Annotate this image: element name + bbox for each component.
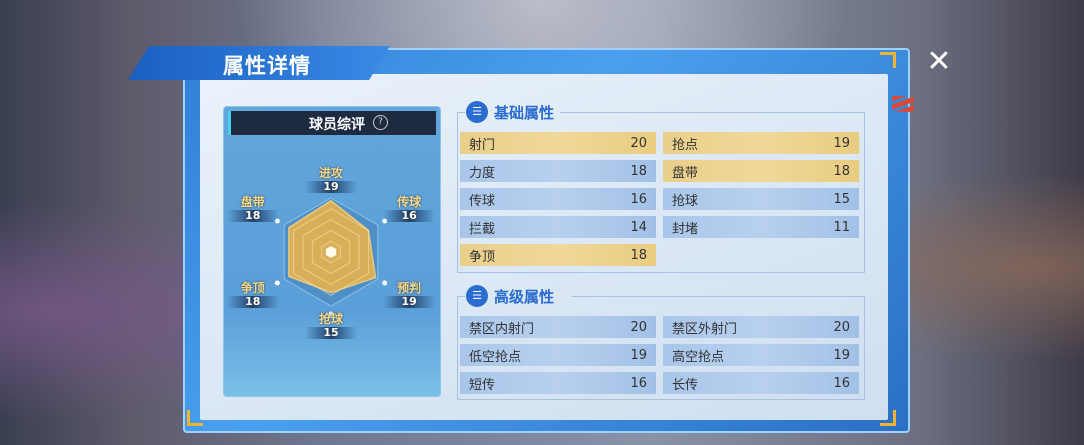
radar-axis-dot	[274, 280, 280, 286]
attribute-value: 18	[630, 163, 647, 179]
basic-section	[457, 112, 865, 273]
axis-value: 16	[383, 210, 436, 222]
attribute-label: 封堵	[672, 221, 699, 237]
radar-axis-label: 争顶 18	[226, 279, 279, 308]
radar-axis-label: 抢球 15	[305, 310, 357, 339]
radar-grid-ring	[293, 208, 369, 296]
axis-name: 预判	[397, 281, 422, 295]
attribute-row: 争顶 18	[460, 244, 656, 266]
advanced-section	[457, 296, 865, 400]
attribute-value: 20	[630, 135, 647, 151]
decor-stripes	[892, 96, 914, 112]
axis-name: 盘带	[240, 195, 265, 209]
clipboard-icon: ☰	[466, 285, 488, 307]
radar-axis-dot	[382, 280, 388, 286]
attribute-value: 16	[630, 191, 647, 207]
basic-title: 基础属性	[494, 103, 555, 122]
attribute-value: 15	[833, 191, 850, 207]
attribute-label: 力度	[469, 165, 496, 181]
rating-header: 球员综评 ?	[228, 111, 436, 135]
radar-axis-dot	[328, 311, 334, 317]
attribute-value: 19	[833, 135, 850, 151]
axis-name: 传球	[397, 195, 422, 209]
close-icon: ✕	[926, 44, 952, 79]
attribute-value: 20	[630, 319, 647, 335]
attribute-value: 18	[630, 247, 647, 263]
radar-center	[325, 246, 337, 258]
attribute-value: 16	[630, 375, 647, 391]
attribute-row: 高空抢点 19	[663, 344, 859, 366]
attribute-label: 争顶	[469, 249, 496, 265]
attribute-label: 拦截	[469, 221, 496, 237]
advanced-title: 高级属性	[494, 287, 555, 306]
close-button[interactable]: ✕	[924, 47, 954, 77]
attribute-label: 高空抢点	[672, 349, 725, 365]
radar-grid-ring	[321, 240, 341, 264]
attribute-row: 禁区内射门 20	[460, 316, 656, 338]
attribute-label: 抢球	[672, 193, 699, 209]
attribute-value: 16	[833, 375, 850, 391]
attribute-value: 11	[833, 219, 850, 235]
radar-axis-label: 传球 16	[383, 193, 436, 222]
axis-name: 进攻	[318, 166, 343, 180]
attribute-value: 19	[630, 347, 647, 363]
attribute-row: 盘带 18	[663, 160, 859, 182]
basic-section-header: ☰ 基础属性	[466, 101, 554, 123]
attribute-label: 低空抢点	[469, 349, 522, 365]
attribute-label: 长传	[672, 377, 699, 393]
attribute-row: 力度 18	[460, 160, 656, 182]
title-tab: 属性详情	[128, 46, 390, 80]
attribute-value: 19	[833, 347, 850, 363]
advanced-section-header: ☰ 高级属性	[466, 285, 554, 307]
attribute-value: 14	[630, 219, 647, 235]
attribute-label: 传球	[469, 193, 496, 209]
attribute-label: 盘带	[672, 165, 699, 181]
attribute-row: 封堵 11	[663, 216, 859, 238]
axis-value: 19	[383, 296, 436, 308]
radar-axis-label: 预判 19	[383, 279, 436, 308]
radar-axis-label: 盘带 18	[226, 193, 279, 222]
help-icon[interactable]: ?	[373, 115, 388, 130]
axis-value: 18	[226, 210, 279, 222]
attribute-row: 禁区外射门 20	[663, 316, 859, 338]
attribute-row: 短传 16	[460, 372, 656, 394]
dialog-title: 属性详情	[223, 54, 311, 78]
attribute-row: 抢球 15	[663, 188, 859, 210]
attribute-label: 禁区内射门	[469, 321, 535, 337]
clipboard-icon: ☰	[466, 101, 488, 123]
rating-title: 球员综评	[309, 117, 365, 133]
attribute-value: 18	[833, 163, 850, 179]
axis-value: 15	[305, 327, 357, 339]
axis-value: 19	[305, 181, 357, 193]
axis-name: 争顶	[240, 281, 265, 295]
attribute-value: 20	[833, 319, 850, 335]
attribute-row: 传球 16	[460, 188, 656, 210]
attribute-row: 拦截 14	[460, 216, 656, 238]
attribute-label: 射门	[469, 137, 496, 153]
attribute-label: 抢点	[672, 137, 699, 153]
radar-grid-ring	[302, 219, 360, 285]
attribute-row: 抢点 19	[663, 132, 859, 154]
attribute-row: 低空抢点 19	[460, 344, 656, 366]
attribute-row: 长传 16	[663, 372, 859, 394]
radar-grid-ring	[311, 229, 351, 275]
attribute-row: 射门 20	[460, 132, 656, 154]
attribute-label: 短传	[469, 377, 496, 393]
axis-name: 抢球	[318, 312, 343, 326]
axis-value: 18	[226, 296, 279, 308]
radar-axis-label: 进攻 19	[305, 164, 357, 193]
attribute-label: 禁区外射门	[672, 321, 738, 337]
